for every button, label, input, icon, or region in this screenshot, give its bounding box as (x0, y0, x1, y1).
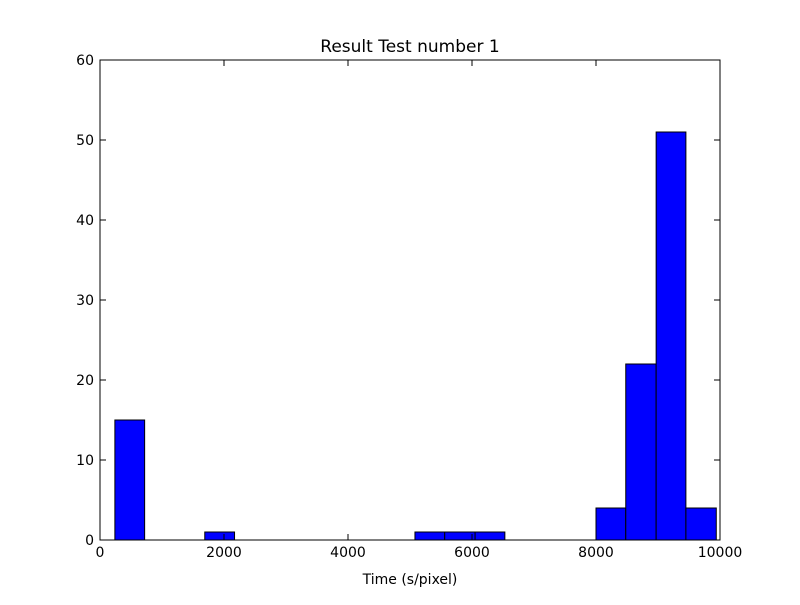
histogram-bar (474, 531, 506, 541)
histogram-bar (655, 131, 687, 541)
x-tick-label: 0 (96, 545, 105, 561)
bars-group (114, 131, 717, 541)
histogram-bar (414, 531, 446, 541)
y-tick-label: 10 (76, 453, 94, 469)
x-tick-label: 2000 (206, 545, 242, 561)
x-axis: 0 2000 4000 6000 8000 10000 (96, 60, 743, 561)
histogram-bar (595, 507, 627, 541)
x-axis-label: Time (s/pixel) (362, 572, 458, 588)
y-tick-label: 20 (76, 373, 94, 389)
x-tick-label: 8000 (578, 545, 614, 561)
y-tick-label: 50 (76, 133, 94, 149)
histogram-bar (204, 531, 236, 541)
histogram-bar (444, 531, 476, 541)
y-tick-label: 40 (76, 213, 94, 229)
histogram-bar (685, 507, 717, 541)
histogram-bar (114, 419, 146, 541)
y-tick-label: 60 (76, 53, 94, 69)
y-tick-label: 0 (85, 533, 94, 549)
y-tick-label: 30 (76, 293, 94, 309)
x-tick-label: 4000 (330, 545, 366, 561)
x-tick-label: 6000 (454, 545, 490, 561)
x-tick-label: 10000 (698, 545, 743, 561)
histogram-bar (625, 363, 657, 541)
chart-title: Result Test number 1 (320, 37, 499, 57)
y-axis: 0 10 20 30 40 50 60 (76, 53, 720, 549)
